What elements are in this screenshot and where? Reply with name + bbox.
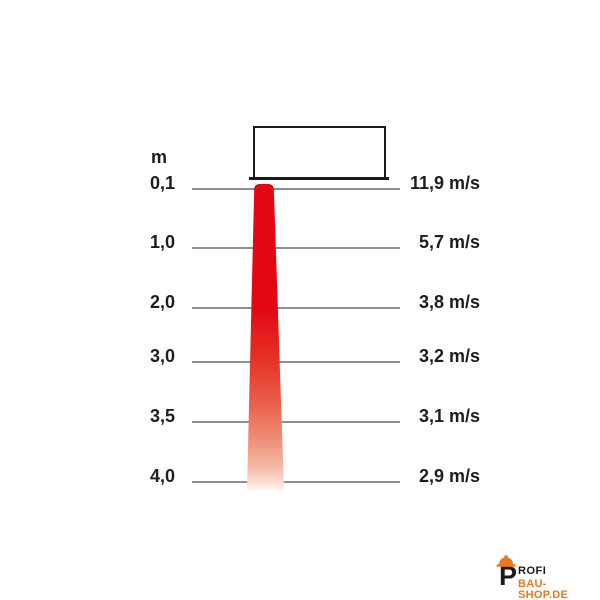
heater-unit: [253, 126, 386, 179]
distance-label: 2,0: [149, 292, 175, 312]
velocity-label: 3,2 m/s: [418, 346, 480, 366]
distance-label: 3,5: [149, 406, 175, 426]
hard-hat-icon: [496, 555, 516, 567]
velocity-label: 3,8 m/s: [418, 292, 480, 312]
velocity-label: 11,9 m/s: [409, 173, 480, 193]
grid-line: [192, 421, 400, 423]
distance-label: 0,1: [149, 173, 175, 193]
velocity-label: 5,7 m/s: [418, 232, 480, 252]
velocity-label: 3,1 m/s: [418, 406, 480, 426]
grid-line: [192, 188, 400, 190]
grid-line: [192, 361, 400, 363]
velocity-label: 2,9 m/s: [418, 466, 480, 486]
logo-word-bottom: BAU-SHOP.DE: [518, 578, 569, 600]
distance-label: 4,0: [149, 466, 175, 486]
grid-line: [192, 247, 400, 249]
unit-label: m: [150, 147, 167, 167]
profi-bau-shop-logo: P ROFI BAU-SHOP.DE: [496, 554, 596, 600]
logo-letter-p: P: [499, 561, 518, 591]
distance-label: 1,0: [149, 232, 175, 252]
grid-line: [192, 307, 400, 309]
logo-word-top: ROFI: [518, 565, 547, 577]
grid-line: [192, 481, 400, 483]
distance-label: 3,0: [149, 346, 175, 366]
heater-unit-base: [249, 177, 389, 180]
airflow-beam: [247, 184, 284, 490]
